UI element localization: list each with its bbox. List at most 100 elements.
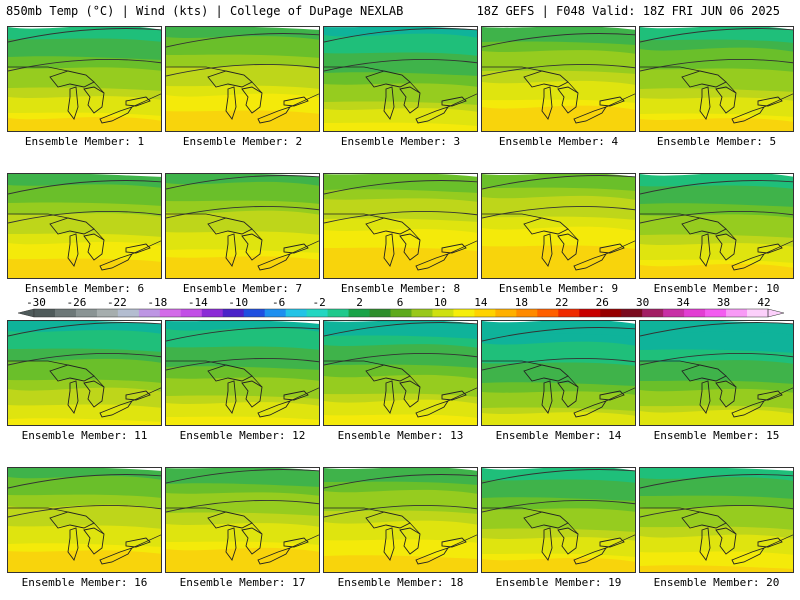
lake-outline xyxy=(383,86,395,120)
border-line xyxy=(640,507,793,549)
height-contour xyxy=(324,322,477,337)
lake-outline xyxy=(699,86,711,120)
ensemble-member-label: Ensemble Member: 19 xyxy=(495,576,622,589)
ensemble-member-label: Ensemble Member: 4 xyxy=(498,135,619,148)
border-line xyxy=(482,507,635,549)
height-contour xyxy=(8,28,161,43)
lake-outline xyxy=(757,96,783,107)
colorbar-max-arrow xyxy=(767,308,785,318)
lake-outline xyxy=(541,86,553,120)
temperature-band xyxy=(166,270,319,278)
ensemble-member-label: Ensemble Member: 6 xyxy=(24,282,145,295)
height-contour xyxy=(8,504,161,518)
colorbar-swatch xyxy=(600,309,622,317)
height-contour xyxy=(640,210,793,224)
colorbar-tick-label: 34 xyxy=(676,298,690,309)
map-svg xyxy=(482,174,635,278)
height-contour xyxy=(166,327,319,342)
map-svg xyxy=(166,27,319,131)
temperature-band xyxy=(482,120,635,131)
lake-outline xyxy=(225,380,237,414)
colorbar-swatch xyxy=(621,309,643,317)
colorbar-tick-label: 30 xyxy=(636,298,649,309)
ensemble-member-map xyxy=(323,320,478,426)
colorbar-tick-label: 26 xyxy=(596,298,609,309)
lake-outline xyxy=(49,511,95,529)
ensemble-member-label: Ensemble Member: 10 xyxy=(653,282,780,295)
height-contour xyxy=(640,322,793,337)
lake-outline xyxy=(715,527,737,555)
lake-outline xyxy=(699,380,711,414)
border-line xyxy=(8,507,161,549)
border-line xyxy=(482,66,635,108)
lake-outline xyxy=(207,511,253,529)
lake-outline xyxy=(67,380,79,414)
ensemble-member-label: Ensemble Member: 14 xyxy=(495,429,622,442)
colorbar-tick-label: -6 xyxy=(272,298,285,309)
ensemble-member-map xyxy=(481,320,636,426)
lake-outline xyxy=(557,233,579,261)
height-contour xyxy=(324,474,477,489)
ensemble-member-map xyxy=(165,26,320,132)
ensemble-member-map xyxy=(7,467,162,573)
lake-outline xyxy=(415,547,450,565)
lake-outline xyxy=(441,243,467,254)
temperature-band xyxy=(324,414,477,425)
lake-outline xyxy=(599,390,625,401)
height-contour xyxy=(166,175,319,190)
lake-outline xyxy=(257,253,292,271)
map-svg xyxy=(166,468,319,572)
lake-outline xyxy=(207,70,253,88)
lake-outline xyxy=(757,537,783,548)
lake-outline xyxy=(365,364,411,382)
lake-outline xyxy=(99,547,134,565)
lake-outline xyxy=(699,233,711,267)
colorbar-swatch xyxy=(453,309,475,317)
ensemble-member-label: Ensemble Member: 15 xyxy=(653,429,780,442)
colorbar-min-arrow xyxy=(17,308,35,318)
lake-outline xyxy=(599,96,625,107)
temperature-band xyxy=(324,122,477,131)
lake-outline xyxy=(207,217,253,235)
lake-outline xyxy=(757,390,783,401)
border-line xyxy=(166,507,319,549)
colorbar-swatch xyxy=(243,309,266,317)
ensemble-member-label: Ensemble Member: 13 xyxy=(337,429,464,442)
lake-outline xyxy=(715,233,737,261)
lake-outline xyxy=(399,86,421,114)
ensemble-member-map xyxy=(7,26,162,132)
temperature-band xyxy=(482,266,635,278)
lake-outline xyxy=(241,527,263,555)
temperature-band xyxy=(324,560,477,572)
lake-outline xyxy=(715,380,737,408)
ensemble-member-map xyxy=(481,467,636,573)
lake-outline xyxy=(125,96,151,107)
colorbar-swatch xyxy=(348,309,371,317)
border-line xyxy=(166,360,319,402)
map-svg xyxy=(640,468,793,572)
temperature-band xyxy=(640,118,793,131)
lake-outline xyxy=(731,253,766,271)
ensemble-member-label: Ensemble Member: 20 xyxy=(653,576,780,589)
colorbar-tick-label: 38 xyxy=(717,298,730,309)
height-contour xyxy=(324,504,477,518)
border-line xyxy=(640,66,793,108)
lake-outline xyxy=(731,106,766,124)
ensemble-member-map xyxy=(481,26,636,132)
colorbar-swatch xyxy=(34,309,56,317)
border-line xyxy=(324,507,477,549)
border-line xyxy=(324,360,477,402)
lake-outline xyxy=(257,400,292,418)
lake-outline xyxy=(541,527,553,561)
height-contour xyxy=(8,322,161,337)
colorbar-outline xyxy=(33,308,769,318)
lake-outline xyxy=(557,380,579,408)
lake-outline xyxy=(207,364,253,382)
lake-outline xyxy=(573,253,608,271)
ensemble-member-map xyxy=(323,26,478,132)
lake-outline xyxy=(283,537,309,548)
lake-outline xyxy=(441,390,467,401)
height-contour xyxy=(640,504,793,518)
lake-outline xyxy=(399,233,421,261)
colorbar-swatch xyxy=(411,309,433,317)
